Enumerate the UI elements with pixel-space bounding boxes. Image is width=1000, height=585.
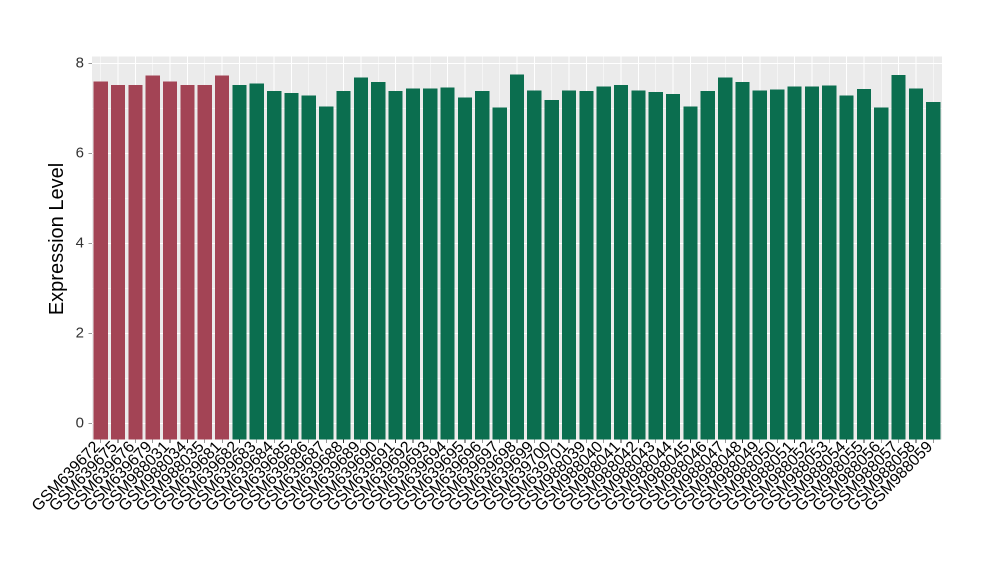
svg-text:2: 2 [76, 325, 84, 342]
svg-text:6: 6 [76, 145, 84, 162]
svg-text:0: 0 [76, 415, 84, 432]
svg-text:Expression Level: Expression Level [46, 163, 68, 315]
svg-text:8: 8 [76, 55, 84, 72]
svg-text:4: 4 [76, 235, 84, 252]
